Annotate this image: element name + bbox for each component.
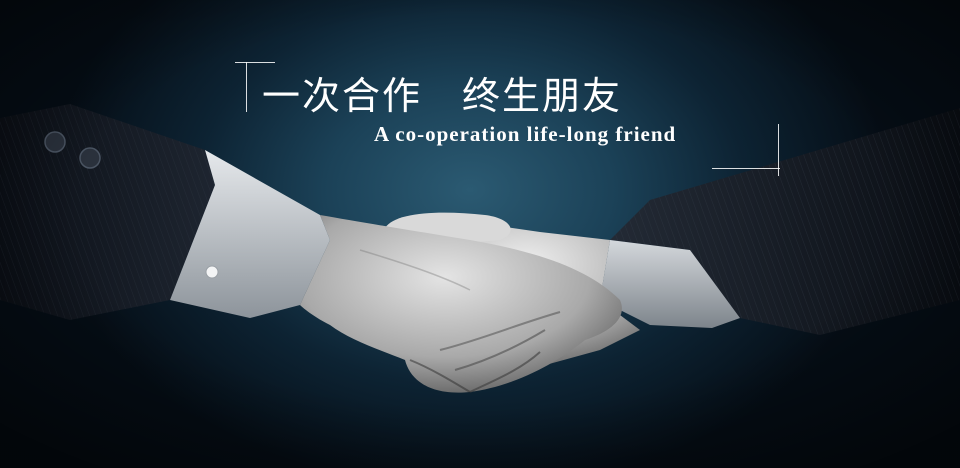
- headline: 一次合作 终生朋友: [262, 70, 622, 122]
- frame-line-bottom-horizontal: [712, 168, 780, 169]
- frame-line-top-vertical: [246, 62, 247, 112]
- subline: A co-operation life-long friend: [374, 122, 677, 146]
- headline-part-two: 终生朋友: [462, 74, 623, 118]
- frame-line-top-horizontal: [235, 62, 275, 63]
- headline-part-one: 一次合作: [262, 74, 423, 118]
- frame-line-bottom-vertical: [778, 124, 779, 176]
